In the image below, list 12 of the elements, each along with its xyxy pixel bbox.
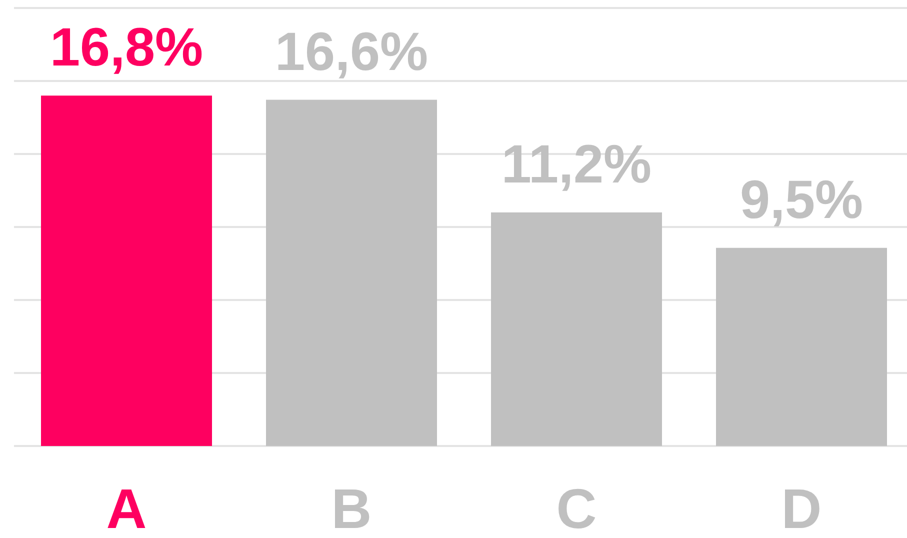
x-tick-label: B — [331, 477, 372, 538]
x-tick-label: D — [781, 477, 822, 538]
bar — [716, 248, 887, 446]
data-label: 16,8% — [50, 18, 204, 78]
bar — [491, 212, 662, 446]
x-tick-label: C — [556, 477, 597, 538]
data-label: 9,5% — [740, 170, 864, 230]
bar — [266, 100, 437, 446]
data-label: 16,6% — [274, 22, 428, 82]
data-label: 11,2% — [501, 134, 652, 194]
x-tick-label: A — [106, 477, 147, 538]
bar — [41, 96, 212, 446]
